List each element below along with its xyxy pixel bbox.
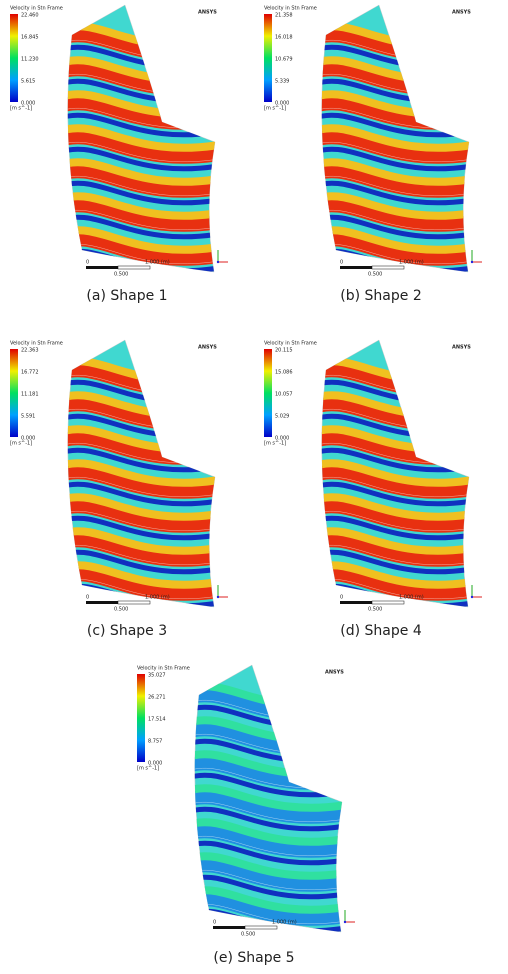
axis-triad (344, 921, 346, 923)
scale-label: 1.000 (m) (399, 595, 424, 601)
legend-title: Velocity in Stn Frame (10, 341, 63, 347)
legend-tick: 5.029 (275, 414, 289, 420)
legend-tick: 16.772 (21, 370, 39, 376)
legend-unit: [m s^-1] (10, 106, 32, 112)
scale-label: 0.500 (114, 607, 128, 613)
legend-unit: [m s^-1] (10, 441, 32, 447)
scale-bar-dark (213, 926, 245, 929)
color-bar (264, 349, 272, 437)
legend-tick: 20.115 (275, 348, 293, 354)
legend-title: Velocity in Stn Frame (264, 6, 317, 12)
legend-unit: [m s^-1] (264, 441, 286, 447)
brand: ANSYS (198, 10, 217, 16)
scale-label: 0 (340, 260, 343, 266)
contours (55, 361, 230, 606)
scale-bar-dark (340, 266, 372, 269)
legend-tick: 17.514 (148, 717, 166, 723)
legend-tick: 22.460 (21, 13, 39, 19)
axis-triad (471, 596, 473, 598)
legend-tick: 8.757 (148, 739, 162, 745)
scale-label: 1.000 (m) (145, 260, 170, 266)
scale-label: 0.500 (114, 272, 128, 278)
scale-label: 1.000 (m) (272, 920, 297, 926)
scale-label: 0 (340, 595, 343, 601)
brand: ANSYS (325, 670, 344, 676)
scale-bar-dark (86, 266, 118, 269)
scale-label: 0.500 (368, 607, 382, 613)
scale-bar-light (245, 926, 277, 929)
color-bar (10, 14, 18, 102)
color-bar (264, 14, 272, 102)
contours (55, 26, 230, 271)
legend-title: Velocity in Stn Frame (10, 6, 63, 12)
legend-tick: 11.230 (21, 57, 39, 63)
legend-tick: 16.845 (21, 35, 39, 41)
scale-bar-light (372, 266, 404, 269)
figure: Velocity in Stn Frame22.46016.84511.2305… (0, 0, 508, 974)
scale-label: 0 (213, 920, 216, 926)
legend-tick: 5.339 (275, 79, 289, 85)
legend-tick: 22.363 (21, 348, 39, 354)
figure-canvas: Velocity in Stn Frame22.46016.84511.2305… (0, 0, 508, 974)
brand: ANSYS (198, 345, 217, 351)
scale-label: 0 (86, 595, 89, 601)
contours (309, 26, 484, 271)
legend-tick: 16.018 (275, 35, 293, 41)
axis-triad (471, 261, 473, 263)
scale-label: 0.500 (241, 932, 255, 938)
legend-tick: 21.358 (275, 13, 293, 19)
scale-bar-dark (340, 601, 372, 604)
color-bar (137, 674, 145, 762)
caption: (d) Shape 4 (340, 623, 422, 639)
scale-label: 0.500 (368, 272, 382, 278)
legend-tick: 5.591 (21, 414, 35, 420)
legend-unit: [m s^-1] (264, 106, 286, 112)
brand: ANSYS (452, 345, 471, 351)
brand: ANSYS (452, 10, 471, 16)
scale-bar-light (118, 601, 150, 604)
caption: (a) Shape 1 (86, 288, 167, 304)
legend-tick: 11.181 (21, 392, 39, 398)
contours (182, 686, 357, 931)
legend-tick: 26.271 (148, 695, 166, 701)
scale-label: 0 (86, 260, 89, 266)
caption: (c) Shape 3 (87, 623, 167, 639)
legend-title: Velocity in Stn Frame (137, 666, 190, 672)
scale-bar-light (118, 266, 150, 269)
scale-label: 1.000 (m) (145, 595, 170, 601)
legend-tick: 35.027 (148, 673, 166, 679)
legend-title: Velocity in Stn Frame (264, 341, 317, 347)
axis-triad (217, 261, 219, 263)
legend-tick: 10.679 (275, 57, 293, 63)
caption: (e) Shape 5 (213, 950, 294, 966)
contours (309, 361, 484, 606)
scale-bar-light (372, 601, 404, 604)
legend-tick: 15.086 (275, 370, 293, 376)
legend-tick: 10.057 (275, 392, 293, 398)
scale-label: 1.000 (m) (399, 260, 424, 266)
scale-bar-dark (86, 601, 118, 604)
legend-unit: [m s^-1] (137, 766, 159, 772)
legend-tick: 5.615 (21, 79, 35, 85)
axis-triad (217, 596, 219, 598)
caption: (b) Shape 2 (340, 288, 421, 304)
color-bar (10, 349, 18, 437)
